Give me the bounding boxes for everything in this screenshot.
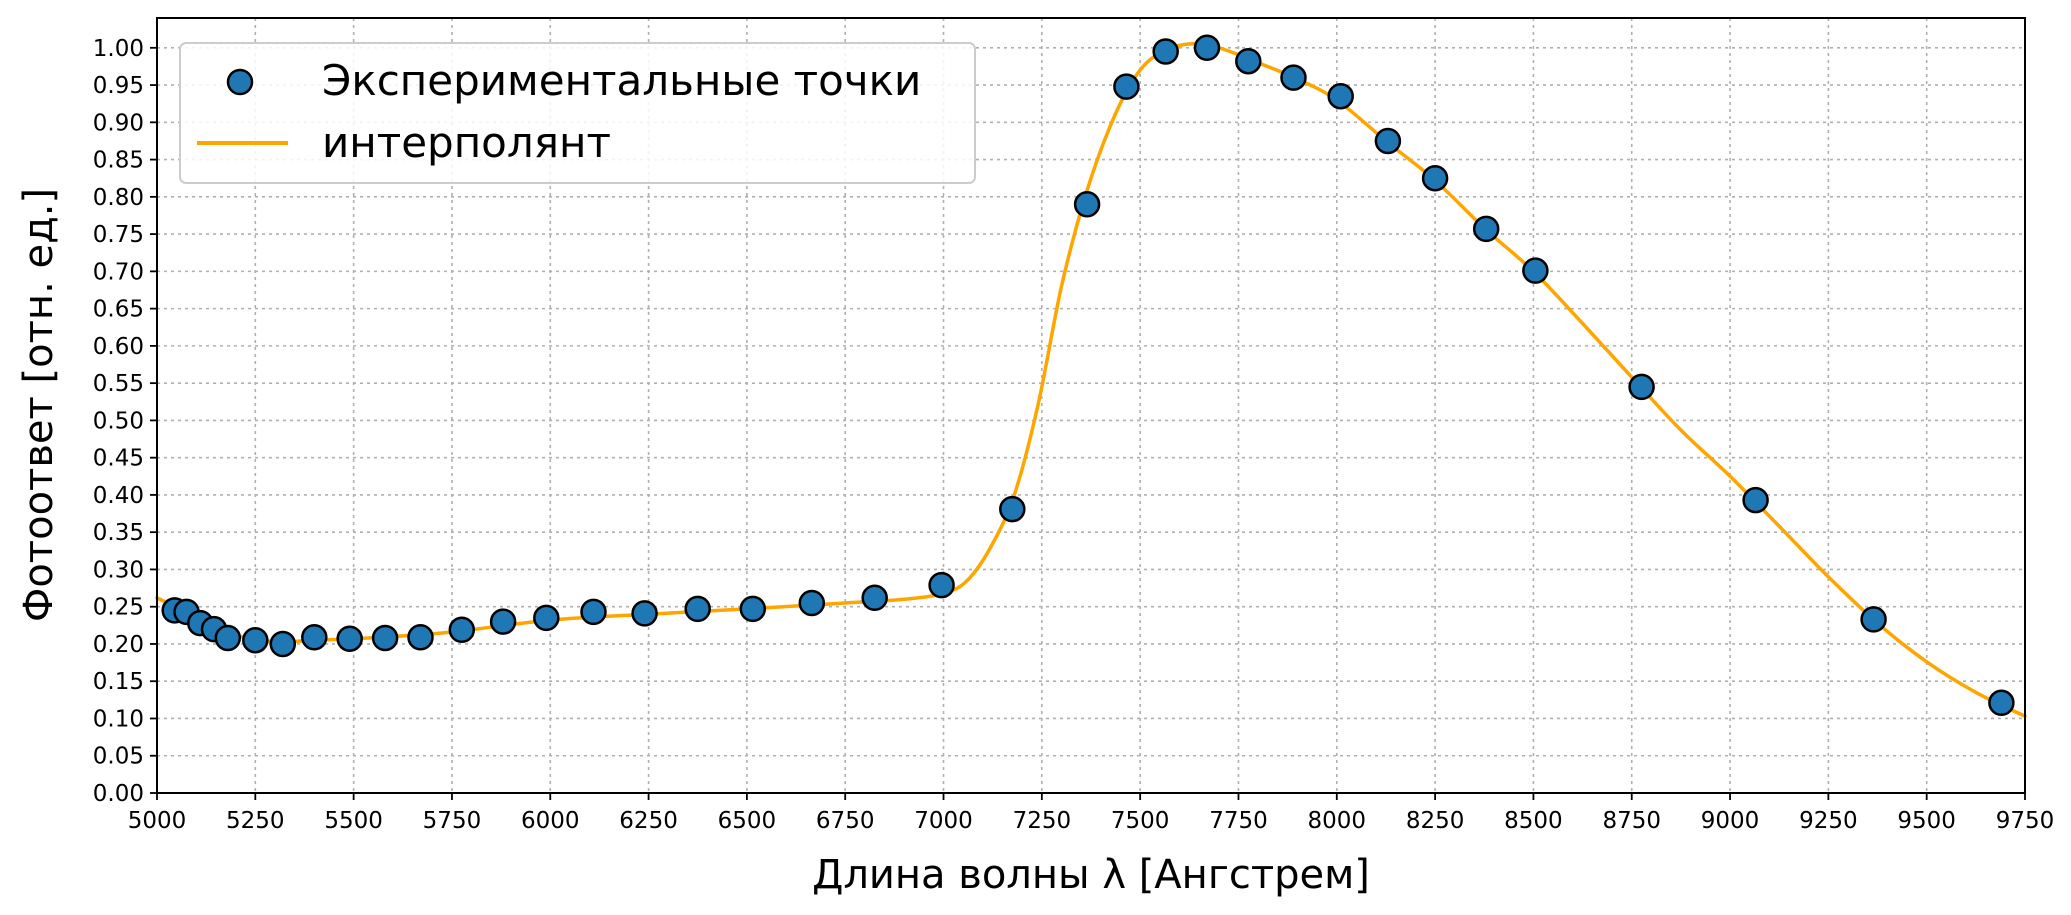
data-point (739, 595, 767, 623)
x-tick-label: 9750 (1996, 808, 2055, 834)
y-tick-label: 0.20 (93, 632, 144, 658)
data-point (1327, 82, 1354, 110)
data-point (1860, 606, 1887, 633)
x-tick-label: 6750 (816, 808, 875, 834)
y-tick-label: 0.60 (93, 334, 144, 360)
y-tick-label: 0.75 (93, 222, 144, 248)
x-tick-label: 5000 (128, 808, 187, 834)
data-point (798, 589, 826, 617)
x-axis-label: Длина волны λ [Ангстрем] (812, 852, 1370, 898)
data-point (684, 595, 711, 623)
data-point (1472, 215, 1500, 243)
x-tick-label: 9250 (1799, 808, 1858, 834)
y-tick-label: 0.80 (93, 185, 144, 211)
y-axis-label: Фотоответ [отн. ед.] (16, 188, 62, 622)
data-point (371, 624, 399, 652)
y-tick-label: 0.10 (93, 706, 144, 732)
data-point (1152, 38, 1179, 65)
data-point (580, 598, 607, 626)
x-tick-label: 7750 (1209, 808, 1268, 834)
data-point (269, 630, 297, 658)
data-point (1988, 689, 2015, 717)
legend-label-scatter: Экспериментальные точки (322, 56, 921, 105)
data-point (1628, 373, 1655, 401)
data-point (1742, 486, 1769, 514)
x-tick-label: 8250 (1406, 808, 1465, 834)
x-tick-label: 9500 (1897, 808, 1956, 834)
x-tick-label: 6500 (718, 808, 777, 834)
data-point (301, 624, 328, 651)
data-point (448, 616, 476, 644)
y-tick-label: 0.15 (93, 669, 144, 695)
data-point (242, 626, 269, 654)
y-tick-label: 0.30 (93, 557, 144, 583)
data-point (214, 624, 242, 652)
x-tick-label: 9000 (1701, 808, 1760, 834)
y-tick-label: 0.90 (93, 110, 144, 136)
data-point (928, 571, 955, 599)
data-point (861, 584, 888, 612)
legend-box (179, 42, 976, 184)
x-tick-label: 7000 (914, 808, 973, 834)
y-tick-label: 0.50 (93, 408, 144, 434)
x-axis-ticks: 5000 5250 5500 5750 6000 6250 6500 6750 7000 7250… (128, 793, 2055, 834)
y-tick-label: 0.55 (93, 371, 144, 397)
y-axis-ticks: 0.00 0.05 0.10 0.15 0.20 0.25 0.30 0.35 0.40 0.45… (93, 36, 157, 807)
grid (156, 18, 2026, 794)
y-tick-label: 0.35 (93, 520, 144, 546)
data-point (1073, 191, 1101, 218)
legend-marker-scatter (226, 68, 254, 96)
y-tick-label: 0.25 (93, 595, 144, 621)
data-point (1193, 34, 1221, 62)
y-tick-label: 0.05 (93, 744, 144, 770)
y-tick-label: 0.95 (93, 73, 144, 99)
data-point (489, 608, 517, 635)
plot-frame (156, 17, 2026, 794)
x-tick-label: 5250 (226, 808, 285, 834)
data-point (336, 625, 363, 652)
data-point (1235, 47, 1262, 75)
data-point (1280, 64, 1307, 91)
y-tick-label: 0.85 (93, 148, 144, 174)
data-point (631, 600, 658, 627)
data-point (1421, 164, 1449, 192)
x-tick-label: 7250 (1013, 808, 1072, 834)
x-tick-label: 5750 (423, 808, 482, 834)
y-tick-label: 0.40 (93, 483, 144, 509)
data-point (1113, 73, 1140, 100)
y-tick-label: 0.00 (93, 781, 144, 807)
x-tick-label: 7500 (1111, 808, 1170, 834)
data-points-layer (161, 34, 2015, 717)
legend: Экспериментальные точки интерполянт (179, 42, 976, 184)
x-tick-label: 5500 (324, 808, 383, 834)
legend-label-line: интерполянт (322, 118, 611, 167)
data-point (999, 495, 1026, 523)
data-point (1374, 127, 1402, 155)
x-tick-label: 6000 (521, 808, 580, 834)
x-tick-label: 8750 (1602, 808, 1661, 834)
y-tick-label: 0.45 (93, 446, 144, 472)
y-tick-label: 1.00 (93, 36, 144, 62)
y-tick-label: 0.70 (93, 259, 144, 285)
x-tick-label: 8000 (1308, 808, 1367, 834)
data-point (533, 604, 560, 632)
x-tick-label: 8500 (1504, 808, 1563, 834)
y-tick-label: 0.65 (93, 297, 144, 323)
x-tick-label: 6250 (619, 808, 678, 834)
data-point (1522, 257, 1549, 284)
data-point (407, 624, 434, 651)
